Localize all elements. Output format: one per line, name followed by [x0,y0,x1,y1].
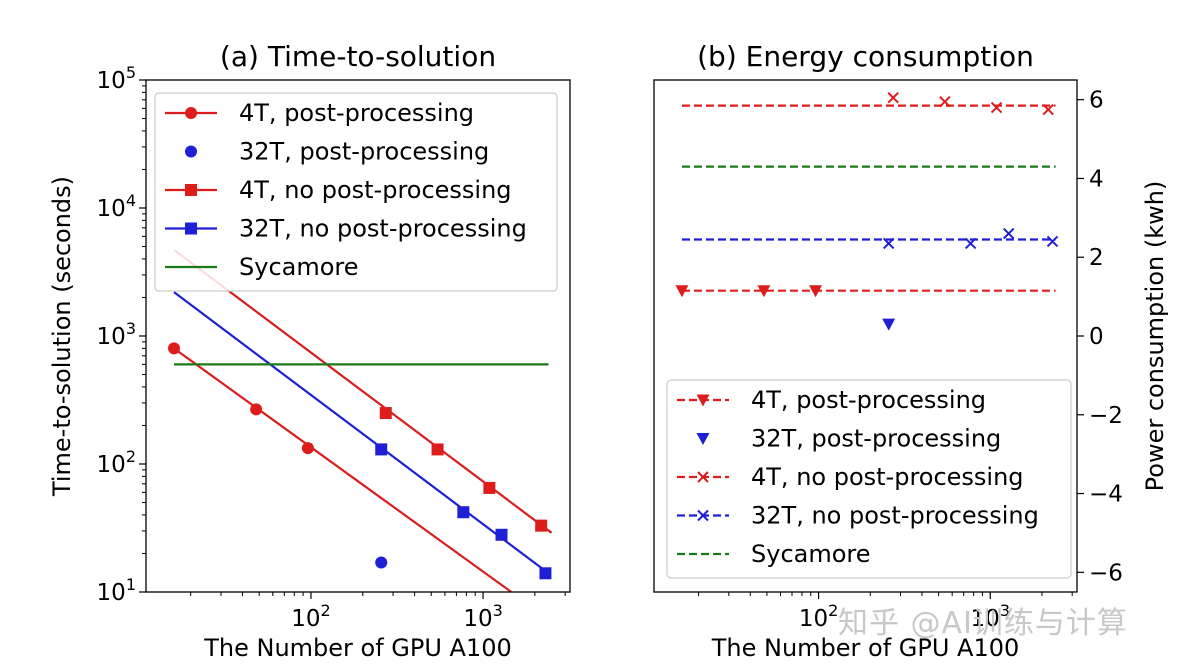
y-axis-label: Time-to-solution (seconds) [48,176,76,497]
legend-label: 4T, post-processing [239,99,474,127]
data-point [379,407,392,420]
legend-marker [185,145,197,158]
series-32t-no-post-processing [681,227,1059,250]
x-tick-label: 103 [971,601,1010,632]
y-tick-label: 4 [1089,166,1104,192]
legend-marker [697,471,709,483]
legend-box [154,92,558,292]
legend-label: 32T, no post-processing [751,502,1039,530]
data-point [539,567,552,580]
data-point [535,519,548,532]
legend-item: 4T, no post-processing [165,176,512,204]
y-axis-label: Power consumption (kwh) [1141,181,1169,492]
y-tick-label: 0 [1089,324,1104,350]
series-4t-no-post-processing [681,92,1056,116]
y-tick-label: 2 [1089,245,1104,271]
data-point [939,95,951,108]
y-axis: 101 102 103 104 105 [97,63,146,606]
y-tick-label: 105 [97,63,136,94]
series-32t-post-processing [882,318,896,331]
legend-label: 32T, post-processing [751,425,1001,453]
data-point [990,101,1003,114]
data-point [964,237,977,250]
x-tick-label: 103 [463,601,502,632]
legend-marker [696,433,710,445]
x-axis-label: The Number of GPU A100 [203,634,512,662]
y-tick-label: 6 [1089,88,1104,114]
data-point [882,237,895,250]
data-point [483,481,496,494]
data-point [882,318,896,331]
legend-item: 32T, no post-processing [677,502,1039,530]
y-tick-label: 101 [97,575,136,606]
x-axis: 102 103 [698,592,1073,632]
data-point [375,443,388,456]
plot-area [168,249,553,592]
legend-label: 4T, no post-processing [751,463,1024,491]
y-tick-label: −6 [1089,560,1123,586]
x-axis: 102 103 [190,592,566,632]
legend-item: 4T, post-processing [677,386,986,414]
y-tick-label: −4 [1089,482,1123,508]
legend-label: 4T, no post-processing [239,176,512,204]
series-4t-no-post-processing [173,249,553,534]
y-tick-label: 102 [97,447,136,478]
data-point [809,285,823,298]
legend-marker [185,184,197,196]
series-4t-post-processing [168,342,512,592]
legend-label: 32T, post-processing [239,138,489,166]
data-point [1042,103,1054,116]
legend-item: 4T, post-processing [165,99,474,127]
series-32t-no-post-processing [173,291,552,580]
y-tick-label: −2 [1089,403,1123,429]
data-point [375,556,388,569]
data-point [168,342,181,355]
data-point [675,285,689,298]
legend-label: 32T, no post-processing [239,215,527,243]
legend-label: Sycamore [751,540,871,568]
data-point [495,528,508,541]
plot-area [675,92,1059,331]
series-line [173,347,512,592]
series-line [173,291,550,575]
legend-box [666,379,1072,579]
y-axis: 6 4 2 0 −2 −4 −6 [1077,88,1123,586]
legend-label: Sycamore [239,253,359,281]
chart-title: (a) Time-to-solution [220,40,496,73]
legend-item: 4T, no post-processing [677,463,1024,491]
legend-marker [696,394,710,407]
data-point [301,442,314,455]
series-32t-post-processing [375,556,388,569]
data-point [457,506,470,519]
data-point [757,285,771,298]
legend-item: Sycamore [677,540,871,568]
legend: 4T, post-processing 32T, post-processing 4… [666,379,1072,579]
y-tick-label: 103 [97,319,136,350]
data-point [250,403,263,416]
x-tick-label: 102 [799,601,838,632]
legend-marker [697,509,709,522]
legend-item: 32T, no post-processing [165,215,527,243]
x-axis-label: The Number of GPU A100 [711,634,1020,662]
legend-item: Sycamore [165,253,359,281]
legend-marker [185,222,197,235]
data-point [1046,235,1059,248]
legend-label: 4T, post-processing [751,386,986,414]
legend-marker [185,107,197,119]
x-tick-label: 102 [291,601,330,632]
y-tick-label: 104 [97,191,136,222]
data-point [1002,227,1015,240]
legend-item: 32T, post-processing [185,138,489,166]
watermark-text: 知乎 @AI训练与计算 [838,606,1128,641]
data-point [887,92,899,104]
data-point [431,443,444,456]
chart-title: (b) Energy consumption [697,40,1034,73]
series-4t-post-processing [675,285,1056,298]
legend: 4T, post-processing 32T, post-processing 4… [154,92,558,292]
legend-item: 32T, post-processing [696,425,1001,453]
